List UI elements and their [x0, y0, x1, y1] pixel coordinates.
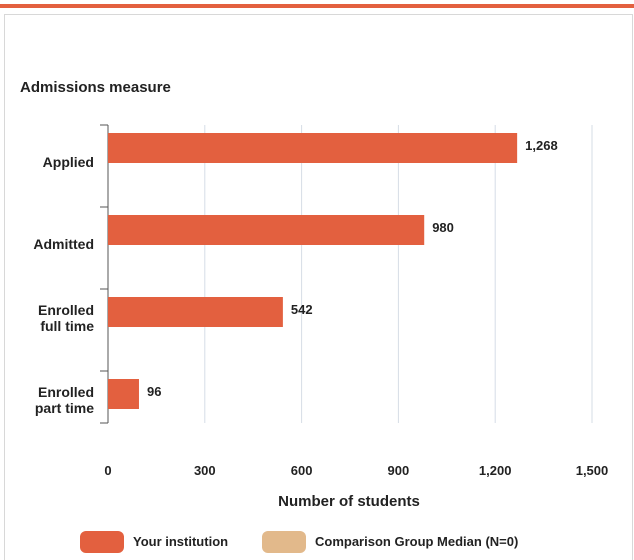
legend-label: Your institution — [133, 534, 228, 549]
value-label: 542 — [291, 302, 313, 317]
value-label: 96 — [147, 384, 161, 399]
x-tick-label: 600 — [291, 463, 313, 478]
x-tick-label: 300 — [194, 463, 216, 478]
chart-title: Admissions measure — [20, 79, 171, 96]
x-tick-label: 1,500 — [576, 463, 609, 478]
bar — [108, 215, 425, 245]
x-tick-label: 900 — [388, 463, 410, 478]
y-tick-label: Enrolled part time — [34, 384, 94, 416]
y-tick-label: Enrolled full time — [37, 302, 94, 334]
bar — [108, 133, 518, 163]
top-accent — [0, 4, 634, 8]
y-tick-label: Admitted — [33, 236, 94, 252]
x-axis-title: Number of students — [278, 493, 420, 510]
value-label: 1,268 — [525, 138, 558, 153]
x-tick-label: 1,200 — [479, 463, 512, 478]
bar — [108, 297, 283, 327]
bar — [108, 379, 139, 409]
x-tick-label: 0 — [104, 463, 111, 478]
legend-swatch — [262, 531, 306, 553]
legend-label: Comparison Group Median (N=0) — [315, 534, 518, 549]
value-label: 980 — [432, 220, 454, 235]
y-tick-label: Applied — [42, 154, 94, 170]
legend-swatch — [80, 531, 124, 553]
panel-border — [4, 14, 633, 560]
